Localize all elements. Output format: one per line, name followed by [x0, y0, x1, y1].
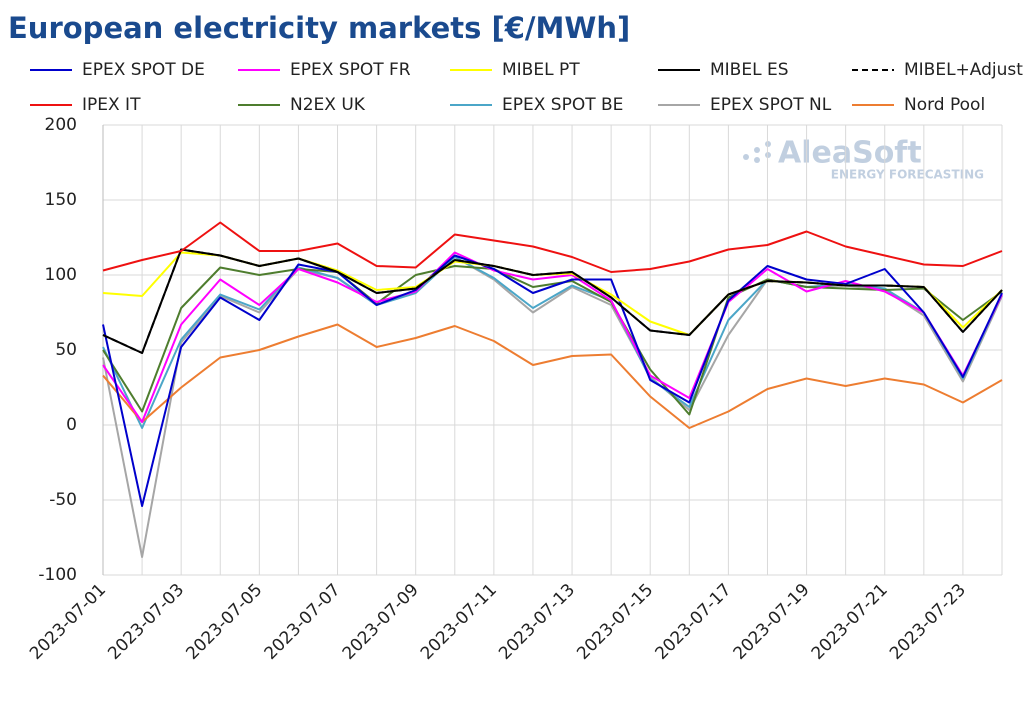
y-tick-label: -50: [49, 490, 77, 510]
legend-label: N2EX UK: [290, 95, 366, 115]
logo-dot: [765, 152, 771, 158]
watermark: AleaSoft ENERGY FORECASTING: [743, 136, 984, 182]
y-tick-label: 50: [55, 340, 77, 360]
y-tick-label: 100: [45, 265, 77, 285]
series-line: [102, 221, 1003, 273]
x-tick-label: 2023-07-01: [26, 580, 110, 664]
series-line: [102, 254, 1003, 507]
series-line: [102, 248, 1003, 354]
x-tick-label: 2023-07-17: [651, 580, 735, 664]
legend-label: MIBEL PT: [502, 60, 580, 80]
x-tick-label: 2023-07-19: [730, 580, 814, 664]
logo-dot: [765, 141, 771, 147]
logo-dot: [754, 157, 760, 163]
x-tick-label: 2023-07-05: [182, 580, 266, 664]
legend-label: EPEX SPOT FR: [290, 60, 411, 80]
x-tick-label: 2023-07-23: [886, 580, 970, 664]
series-line: [102, 251, 1003, 336]
legend-label: EPEX SPOT DE: [82, 60, 205, 80]
legend-label: IPEX IT: [82, 95, 141, 115]
legend-label: EPEX SPOT BE: [502, 95, 623, 115]
y-tick-label: 0: [66, 415, 77, 435]
logo-dot: [743, 154, 749, 160]
logo-dot: [754, 147, 760, 153]
x-tick-label: 2023-07-11: [417, 580, 501, 664]
legend-label: Nord Pool: [904, 95, 985, 115]
watermark-brand: AleaSoft: [778, 136, 922, 171]
y-tick-label: 200: [45, 115, 77, 135]
watermark-tagline: ENERGY FORECASTING: [831, 168, 984, 182]
legend-label: MIBEL+Adjust.: [904, 60, 1024, 80]
legend-label: EPEX SPOT NL: [710, 95, 832, 115]
series-line: [102, 251, 1003, 423]
series-line: [102, 265, 1003, 416]
x-tick-label: 2023-07-13: [495, 580, 579, 664]
series-line: [102, 256, 1003, 429]
y-tick-label: 150: [45, 190, 77, 210]
series-line: [102, 323, 1003, 429]
x-tick-label: 2023-07-09: [339, 580, 423, 664]
x-tick-label: 2023-07-03: [104, 580, 188, 664]
x-tick-label: 2023-07-15: [573, 580, 657, 664]
y-tick-label: -100: [38, 565, 77, 585]
x-tick-label: 2023-07-21: [808, 580, 892, 664]
chart-title: European electricity markets [€/MWh]: [8, 11, 630, 45]
x-tick-label: 2023-07-07: [261, 580, 345, 664]
legend-label: MIBEL ES: [710, 60, 789, 80]
